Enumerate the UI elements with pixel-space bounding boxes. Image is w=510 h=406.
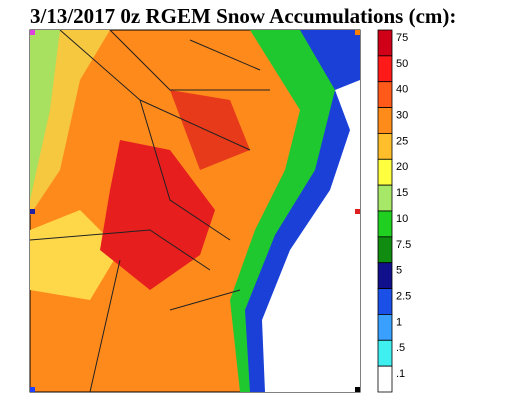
corner-marker bbox=[355, 387, 360, 392]
legend-swatch bbox=[377, 314, 393, 341]
corner-marker bbox=[30, 387, 35, 392]
legend-swatch bbox=[377, 288, 393, 315]
legend-label: 1 bbox=[396, 316, 402, 328]
legend-label: 5 bbox=[396, 265, 402, 277]
legend-swatch bbox=[377, 262, 393, 289]
legend-swatch bbox=[377, 158, 393, 186]
legend-label: 40 bbox=[396, 84, 408, 96]
edge-marker bbox=[355, 209, 360, 214]
region-lightgreen bbox=[30, 30, 60, 200]
legend-label: 20 bbox=[396, 161, 408, 173]
region-ocean bbox=[262, 80, 360, 392]
legend-label: .5 bbox=[396, 342, 405, 354]
map bbox=[29, 29, 361, 393]
legend-label: 50 bbox=[396, 58, 408, 70]
corner-marker bbox=[355, 30, 360, 35]
legend-label: 25 bbox=[396, 135, 408, 147]
legend-label: 30 bbox=[396, 109, 408, 121]
legend-swatch bbox=[377, 81, 393, 108]
legend-swatch bbox=[377, 184, 393, 212]
legend-label: 7.5 bbox=[396, 239, 411, 251]
legend-label: 10 bbox=[396, 213, 408, 225]
legend-label: 2.5 bbox=[396, 290, 411, 302]
borders bbox=[29, 29, 270, 393]
legend-swatch bbox=[377, 107, 393, 134]
region-red bbox=[100, 140, 215, 290]
legend-label: .1 bbox=[396, 368, 405, 380]
legend-swatch bbox=[377, 210, 393, 238]
legend-swatch bbox=[377, 29, 393, 57]
legend-swatch bbox=[377, 339, 393, 367]
legend-label: 15 bbox=[396, 187, 408, 199]
region-red-north bbox=[170, 90, 250, 170]
legend-swatch bbox=[377, 133, 393, 160]
legend: 75 50 40 30 25 20 15 10 7.5 5 2.5 1 .5 .1 bbox=[377, 29, 411, 393]
legend-swatch bbox=[377, 55, 393, 83]
legend-swatch bbox=[377, 365, 393, 393]
corner-marker bbox=[30, 30, 35, 35]
edge-marker bbox=[30, 209, 35, 214]
legend-label: 75 bbox=[396, 32, 408, 44]
legend-swatch bbox=[377, 236, 393, 264]
region-yellow-south bbox=[30, 210, 120, 300]
map-title: 3/13/2017 0z RGEM Snow Accumulations (cm… bbox=[30, 4, 457, 28]
